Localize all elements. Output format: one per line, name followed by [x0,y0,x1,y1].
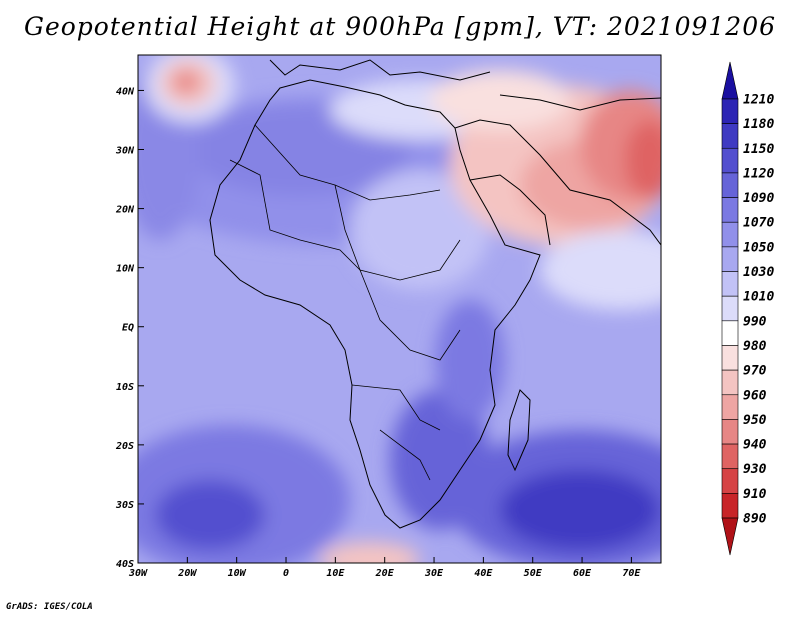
y-tick-label: 40S [116,559,134,570]
colorbar-label: 1030 [743,265,774,280]
y-tick-label: 20N [115,205,135,216]
colorbar-label: 1050 [743,240,774,255]
colorbar-swatch [721,345,739,371]
colorbar-label: 1090 [743,191,774,206]
colorbar-label: 1180 [743,117,774,132]
colorbar-label: 1010 [743,290,774,305]
x-tick-label: 10W [228,568,247,579]
colorbar-label: 950 [743,413,767,428]
colorbar-swatch [721,98,739,124]
colorbar-swatch [721,419,739,445]
colorbar-label: 980 [743,339,767,354]
x-tick-label: 0 [283,568,289,579]
y-tick-label: 30S [115,500,134,511]
colorbar-label: 1070 [743,216,774,231]
colorbar-swatch [721,394,739,420]
height-field [138,55,661,563]
y-tick-label: 20S [115,441,134,452]
colorbar-swatch [721,320,739,346]
x-tick-label: 30E [424,568,444,579]
borders [229,124,461,481]
colorbar-swatch [721,246,739,272]
y-tick-label: 10S [116,382,134,393]
x-tick-label: 40E [474,568,493,579]
colorbar-label: 1150 [743,142,774,157]
colorbar-swatch [721,61,739,100]
map-title: Geopotential Height at 900hPa [gpm], VT:… [23,12,777,41]
x-tick-label: 10E [326,568,345,579]
footer-credit: GrADS: IGES/COLA [6,602,93,612]
colorbar-swatch [721,221,739,248]
x-tick-label: 20E [375,568,395,579]
y-tick-label: 10N [116,264,135,275]
y-tick-label: 40N [116,86,135,97]
x-tick-label: 30W [128,568,148,579]
colorbar-swatch [721,443,739,470]
plot-frame [137,54,662,564]
colorbar-label: 990 [743,314,767,329]
colorbar: 1210 1180 1150 1120 1090 1070 1050 1030 1010 990 9… [721,61,774,556]
colorbar-label: 1120 [743,166,774,181]
colorbar-label: 910 [743,487,767,502]
colorbar-swatch [721,147,739,174]
colorbar-label: 890 [743,512,767,527]
colorbar-swatch [721,295,739,322]
colorbar-swatch [721,271,739,297]
colorbar-swatch [721,197,739,223]
colorbar-swatch [721,468,739,494]
colorbar-label: 940 [743,438,767,453]
colorbar-label: 1210 [743,92,774,107]
colorbar-label: 930 [743,462,767,477]
axes: 30W 20W 10W 0 10E 20E 30E 40E 50E 60E 70E 40S 30S 20S… [115,86,641,579]
colorbar-swatch [721,172,739,198]
x-tick-label: 70E [622,568,641,579]
y-tick-label: EQ [122,323,134,334]
colorbar-swatch [721,369,739,396]
coastlines [209,59,661,529]
colorbar-swatch [721,493,739,519]
colorbar-label: 960 [743,388,767,403]
colorbar-label: 970 [743,364,767,379]
x-tick-label: 50E [524,568,543,579]
x-tick-label: 60E [573,568,592,579]
colorbar-swatch [721,517,739,556]
x-tick-label: 20W [177,568,197,579]
colorbar-swatch [721,123,739,149]
y-tick-label: 30N [115,146,135,157]
